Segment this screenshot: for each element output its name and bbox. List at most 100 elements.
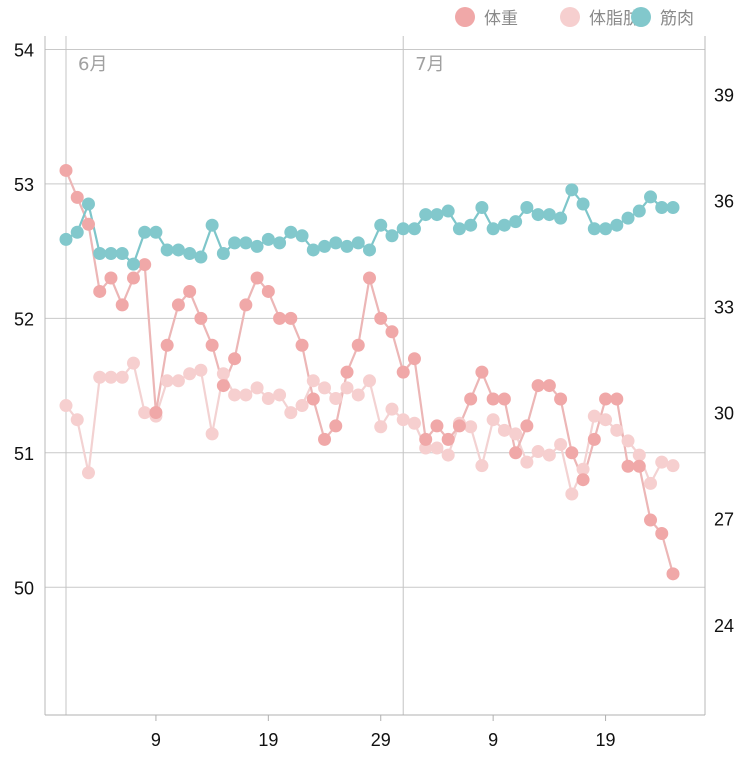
data-point bbox=[363, 243, 376, 257]
data-point bbox=[374, 420, 388, 434]
data-point bbox=[655, 526, 669, 540]
legend: 体重 体脂肪 筋肉 bbox=[455, 7, 694, 29]
data-point bbox=[363, 271, 376, 285]
data-point bbox=[655, 201, 669, 215]
x-tick-label: 19 bbox=[596, 730, 616, 750]
data-point bbox=[407, 352, 421, 366]
data-point bbox=[509, 215, 523, 229]
y-left-tick-label: 52 bbox=[14, 309, 34, 329]
series-points-2 bbox=[59, 183, 680, 271]
data-point bbox=[340, 365, 354, 379]
data-point bbox=[284, 225, 298, 239]
data-point bbox=[306, 243, 320, 257]
series-points-1 bbox=[59, 356, 680, 501]
legend-swatch bbox=[455, 7, 475, 27]
data-point bbox=[149, 225, 163, 239]
data-point bbox=[407, 222, 421, 236]
data-point bbox=[126, 271, 140, 285]
data-point bbox=[295, 399, 309, 413]
data-point bbox=[542, 379, 556, 393]
data-point bbox=[138, 258, 152, 272]
data-point bbox=[261, 391, 275, 405]
legend-swatch bbox=[631, 7, 651, 27]
y-right-tick-label: 39 bbox=[714, 85, 734, 105]
data-point bbox=[93, 370, 107, 384]
data-point bbox=[183, 367, 197, 381]
data-point bbox=[81, 466, 95, 480]
data-point bbox=[138, 406, 152, 420]
data-point bbox=[250, 271, 264, 285]
data-point bbox=[70, 190, 84, 204]
data-point bbox=[160, 374, 174, 388]
data-point bbox=[93, 246, 107, 260]
data-point bbox=[666, 201, 680, 215]
y-left-tick-label: 54 bbox=[14, 40, 34, 60]
data-point bbox=[216, 246, 230, 260]
data-point bbox=[531, 379, 545, 393]
data-point bbox=[610, 392, 624, 406]
data-point bbox=[520, 419, 534, 433]
data-point bbox=[126, 356, 140, 370]
data-point bbox=[250, 239, 264, 253]
data-point bbox=[216, 367, 230, 381]
y-left-tick-label: 51 bbox=[14, 444, 34, 464]
y-left-tick-label: 53 bbox=[14, 175, 34, 195]
data-point bbox=[486, 222, 500, 236]
data-point bbox=[554, 437, 568, 451]
data-point bbox=[104, 271, 118, 285]
data-point bbox=[93, 284, 107, 298]
data-point bbox=[576, 197, 590, 211]
data-point bbox=[441, 204, 455, 218]
data-point bbox=[239, 298, 253, 312]
data-point bbox=[419, 432, 433, 446]
data-point bbox=[430, 441, 444, 455]
data-point bbox=[509, 427, 523, 441]
data-point bbox=[587, 432, 601, 446]
legend-label: 体脂肪 bbox=[589, 9, 640, 29]
data-point bbox=[565, 183, 579, 197]
data-point bbox=[171, 374, 185, 388]
data-point bbox=[115, 298, 129, 312]
data-point bbox=[441, 432, 455, 446]
data-point bbox=[452, 419, 466, 433]
data-point bbox=[576, 473, 590, 487]
data-point bbox=[554, 211, 568, 225]
data-point bbox=[70, 413, 84, 427]
data-point bbox=[599, 222, 613, 236]
y-right-tick-label: 30 bbox=[714, 404, 734, 424]
data-point bbox=[430, 208, 444, 222]
data-point bbox=[171, 243, 185, 257]
data-point bbox=[621, 434, 635, 448]
data-point bbox=[475, 201, 489, 215]
month-label: 6月 bbox=[78, 54, 107, 75]
data-point bbox=[318, 239, 332, 253]
data-point bbox=[576, 462, 590, 476]
data-point bbox=[340, 381, 354, 395]
data-point bbox=[644, 513, 658, 527]
data-point bbox=[205, 338, 219, 352]
data-point bbox=[194, 311, 208, 325]
data-point bbox=[587, 222, 601, 236]
data-point bbox=[59, 399, 73, 413]
data-point bbox=[351, 388, 365, 402]
data-point bbox=[228, 352, 242, 366]
data-point bbox=[621, 211, 635, 225]
data-point bbox=[542, 448, 556, 462]
data-point bbox=[160, 243, 174, 257]
data-point bbox=[644, 190, 658, 204]
data-point bbox=[475, 365, 489, 379]
data-point bbox=[160, 338, 174, 352]
data-point bbox=[261, 284, 275, 298]
data-point bbox=[385, 402, 399, 416]
data-point bbox=[329, 236, 343, 250]
data-point bbox=[520, 201, 534, 215]
data-point bbox=[599, 392, 613, 406]
data-point bbox=[228, 388, 242, 402]
data-point bbox=[228, 236, 242, 250]
data-point bbox=[351, 338, 365, 352]
data-point bbox=[464, 420, 478, 434]
x-tick-label: 29 bbox=[371, 730, 391, 750]
data-point bbox=[81, 217, 95, 231]
grid-layer bbox=[45, 36, 705, 715]
